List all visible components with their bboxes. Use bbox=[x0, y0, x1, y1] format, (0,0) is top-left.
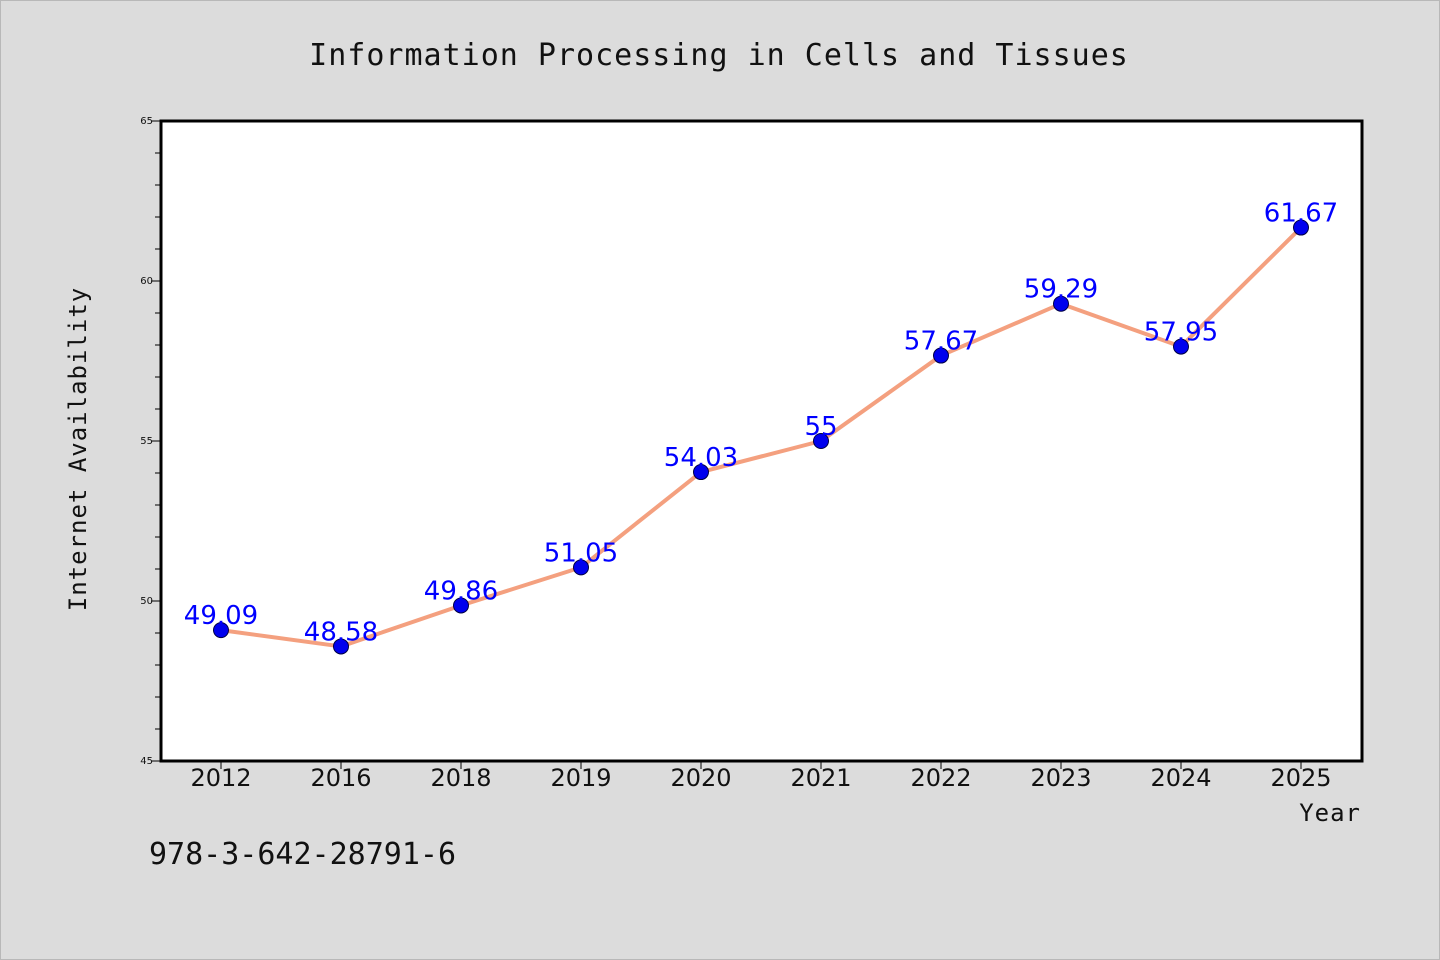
x-axis-label: Year bbox=[1299, 799, 1361, 827]
y-tick-label: 55 bbox=[140, 436, 153, 447]
x-axis: 2012 2016 2018 2019 2020 2021 2022 2023 2024 2025 bbox=[190, 761, 1332, 792]
plot-frame bbox=[159, 119, 1364, 763]
data-label: 51.05 bbox=[544, 538, 618, 568]
plot-area bbox=[161, 121, 1362, 761]
data-point bbox=[1293, 219, 1309, 236]
y-tick-label: 50 bbox=[140, 596, 153, 607]
x-tick-label: 2012 bbox=[190, 764, 251, 792]
data-label: 49.09 bbox=[184, 601, 258, 631]
data-label: 48.58 bbox=[304, 617, 378, 647]
data-label: 55 bbox=[804, 412, 837, 442]
data-point bbox=[693, 464, 709, 481]
x-tick-label: 2023 bbox=[1030, 764, 1091, 792]
y-axis-label: Internet Availability bbox=[64, 287, 92, 611]
x-tick-label: 2019 bbox=[550, 764, 611, 792]
x-tick-label: 2020 bbox=[670, 764, 731, 792]
y-axis: 45 50 55 60 65 bbox=[140, 116, 161, 767]
chart-title: Information Processing in Cells and Tiss… bbox=[309, 38, 1129, 73]
data-label: 57.95 bbox=[1144, 318, 1218, 348]
data-point bbox=[573, 559, 589, 576]
data-point bbox=[813, 433, 829, 449]
data-point bbox=[933, 347, 949, 364]
isbn-footnote: 978-3-642-28791-6 bbox=[149, 837, 456, 872]
x-tick-label: 2018 bbox=[430, 764, 491, 792]
series-line bbox=[220, 226, 1303, 649]
data-label: 57.67 bbox=[904, 327, 978, 357]
x-tick-label: 2016 bbox=[310, 764, 371, 792]
data-label: 61.67 bbox=[1264, 199, 1338, 229]
data-label: 59.29 bbox=[1024, 275, 1098, 305]
data-point bbox=[213, 622, 229, 639]
y-tick-label: 45 bbox=[140, 756, 153, 767]
y-tick-label: 65 bbox=[140, 116, 153, 127]
x-tick-label: 2021 bbox=[790, 764, 851, 792]
data-point bbox=[1173, 338, 1189, 355]
x-tick-label: 2024 bbox=[1150, 764, 1211, 792]
data-point bbox=[333, 638, 349, 655]
data-label: 54.03 bbox=[664, 443, 738, 473]
data-point bbox=[1053, 295, 1069, 312]
series-layer: 49.09 48.58 49.86 51.05 54.03 55 57.67 59.29 57.… bbox=[184, 199, 1338, 655]
x-tick-label: 2025 bbox=[1270, 764, 1331, 792]
x-tick-label: 2022 bbox=[910, 764, 971, 792]
data-point bbox=[453, 597, 469, 614]
data-label: 49.86 bbox=[424, 576, 498, 606]
y-tick-label: 60 bbox=[140, 276, 153, 287]
